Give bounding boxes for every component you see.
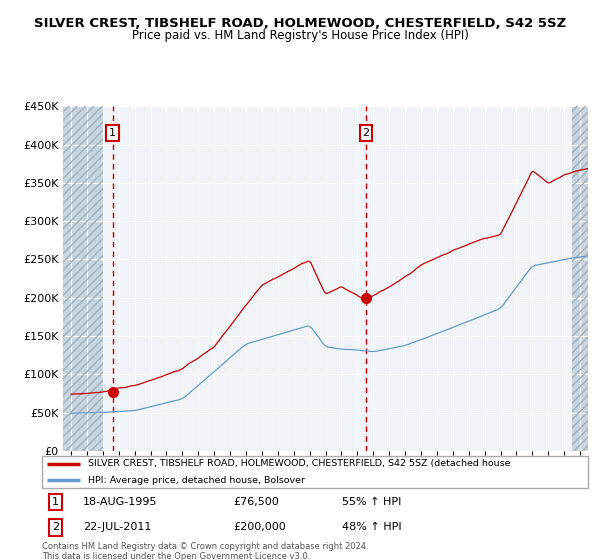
Text: SILVER CREST, TIBSHELF ROAD, HOLMEWOOD, CHESTERFIELD, S42 5SZ (detached house: SILVER CREST, TIBSHELF ROAD, HOLMEWOOD, …: [88, 459, 511, 469]
Text: £76,500: £76,500: [233, 497, 279, 507]
Text: Price paid vs. HM Land Registry's House Price Index (HPI): Price paid vs. HM Land Registry's House …: [131, 29, 469, 42]
Text: 18-AUG-1995: 18-AUG-1995: [83, 497, 157, 507]
Bar: [63, 106, 103, 451]
Text: 55% ↑ HPI: 55% ↑ HPI: [342, 497, 401, 507]
Text: £200,000: £200,000: [233, 522, 286, 533]
Text: 2: 2: [52, 522, 59, 533]
Bar: [572, 106, 588, 451]
FancyBboxPatch shape: [42, 456, 588, 488]
Text: 48% ↑ HPI: 48% ↑ HPI: [342, 522, 402, 533]
Text: SILVER CREST, TIBSHELF ROAD, HOLMEWOOD, CHESTERFIELD, S42 5SZ: SILVER CREST, TIBSHELF ROAD, HOLMEWOOD, …: [34, 17, 566, 30]
Bar: [63, 106, 103, 451]
Bar: [572, 106, 588, 451]
Text: 1: 1: [109, 128, 116, 138]
Text: 22-JUL-2011: 22-JUL-2011: [83, 522, 151, 533]
Text: Contains HM Land Registry data © Crown copyright and database right 2024.
This d: Contains HM Land Registry data © Crown c…: [42, 542, 368, 560]
Text: 1: 1: [52, 497, 59, 507]
Text: 2: 2: [362, 128, 370, 138]
Text: HPI: Average price, detached house, Bolsover: HPI: Average price, detached house, Bols…: [88, 475, 305, 485]
